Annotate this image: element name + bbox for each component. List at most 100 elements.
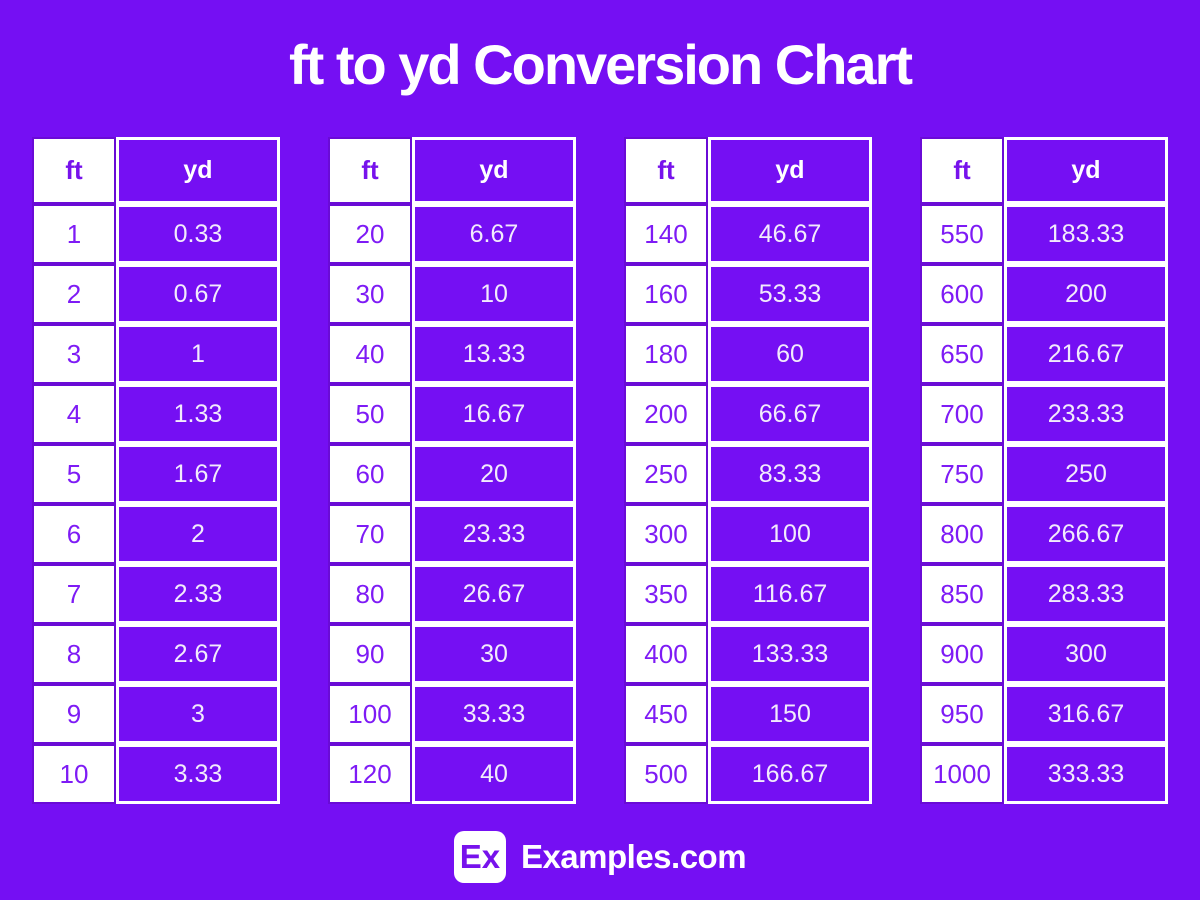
ft-value-cell: 300 — [624, 504, 708, 564]
yd-value-cell: 1.67 — [116, 444, 280, 504]
tables-row: ft 1 2 3 4 5 6 7 8 9 10 yd 0.33 0.67 1 1.33 1.67 2 2.33 2.6… — [32, 137, 1168, 804]
ft-value-cell: 700 — [920, 384, 1004, 444]
yd-header-cell: yd — [708, 137, 872, 204]
yd-value-cell: 20 — [412, 444, 576, 504]
ft-value-cell: 2 — [32, 264, 116, 324]
yd-value-cell: 3.33 — [116, 744, 280, 804]
yd-value-cell: 3 — [116, 684, 280, 744]
ft-value-cell: 50 — [328, 384, 412, 444]
yd-value-cell: 2.33 — [116, 564, 280, 624]
ft-header-cell: ft — [32, 137, 116, 204]
ft-value-cell: 30 — [328, 264, 412, 324]
conversion-table-3: ft 140 160 180 200 250 300 350 400 450 500 yd 46.67 5… — [624, 137, 872, 804]
yd-value-cell: 266.67 — [1004, 504, 1168, 564]
yd-value-cell: 60 — [708, 324, 872, 384]
ft-value-cell: 3 — [32, 324, 116, 384]
yd-header-cell: yd — [116, 137, 280, 204]
yd-value-cell: 233.33 — [1004, 384, 1168, 444]
ft-column: ft 20 30 40 50 60 70 80 90 100 120 — [328, 137, 412, 804]
ft-value-cell: 180 — [624, 324, 708, 384]
ft-value-cell: 600 — [920, 264, 1004, 324]
yd-value-cell: 183.33 — [1004, 204, 1168, 264]
yd-value-cell: 1 — [116, 324, 280, 384]
yd-value-cell: 33.33 — [412, 684, 576, 744]
ft-header-cell: ft — [920, 137, 1004, 204]
ft-value-cell: 650 — [920, 324, 1004, 384]
yd-value-cell: 316.67 — [1004, 684, 1168, 744]
yd-value-cell: 2 — [116, 504, 280, 564]
yd-value-cell: 83.33 — [708, 444, 872, 504]
yd-value-cell: 0.33 — [116, 204, 280, 264]
ft-value-cell: 40 — [328, 324, 412, 384]
yd-column: yd 183.33 200 216.67 233.33 250 266.67 283.33 30… — [1004, 137, 1168, 804]
yd-value-cell: 166.67 — [708, 744, 872, 804]
ft-value-cell: 4 — [32, 384, 116, 444]
yd-value-cell: 250 — [1004, 444, 1168, 504]
ft-value-cell: 1 — [32, 204, 116, 264]
yd-value-cell: 23.33 — [412, 504, 576, 564]
yd-value-cell: 6.67 — [412, 204, 576, 264]
yd-value-cell: 26.67 — [412, 564, 576, 624]
yd-value-cell: 40 — [412, 744, 576, 804]
ft-value-cell: 20 — [328, 204, 412, 264]
ft-value-cell: 60 — [328, 444, 412, 504]
yd-header-cell: yd — [1004, 137, 1168, 204]
conversion-table-2: ft 20 30 40 50 60 70 80 90 100 120 yd 6.67 10 13.33 16.… — [328, 137, 576, 804]
ft-value-cell: 70 — [328, 504, 412, 564]
ft-value-cell: 100 — [328, 684, 412, 744]
ft-value-cell: 1000 — [920, 744, 1004, 804]
ft-value-cell: 90 — [328, 624, 412, 684]
yd-value-cell: 0.67 — [116, 264, 280, 324]
ft-value-cell: 550 — [920, 204, 1004, 264]
ft-value-cell: 350 — [624, 564, 708, 624]
ft-value-cell: 120 — [328, 744, 412, 804]
yd-value-cell: 133.33 — [708, 624, 872, 684]
ft-value-cell: 850 — [920, 564, 1004, 624]
ft-value-cell: 140 — [624, 204, 708, 264]
footer-brand: Ex Examples.com — [453, 831, 747, 883]
yd-value-cell: 13.33 — [412, 324, 576, 384]
yd-value-cell: 46.67 — [708, 204, 872, 264]
yd-value-cell: 1.33 — [116, 384, 280, 444]
yd-value-cell: 10 — [412, 264, 576, 324]
ft-value-cell: 200 — [624, 384, 708, 444]
yd-value-cell: 216.67 — [1004, 324, 1168, 384]
ft-value-cell: 750 — [920, 444, 1004, 504]
conversion-table-4: ft 550 600 650 700 750 800 850 900 950 1000 yd 183.3… — [920, 137, 1168, 804]
yd-column: yd 46.67 53.33 60 66.67 83.33 100 116.67 133.33 1… — [708, 137, 872, 804]
ft-column: ft 1 2 3 4 5 6 7 8 9 10 — [32, 137, 116, 804]
ft-header-cell: ft — [328, 137, 412, 204]
yd-value-cell: 283.33 — [1004, 564, 1168, 624]
logo-text: Ex — [459, 838, 501, 875]
yd-value-cell: 100 — [708, 504, 872, 564]
ft-column: ft 140 160 180 200 250 300 350 400 450 500 — [624, 137, 708, 804]
conversion-table-1: ft 1 2 3 4 5 6 7 8 9 10 yd 0.33 0.67 1 1.33 1.67 2 2.33 2.6… — [32, 137, 280, 804]
examples-logo-icon: Ex — [453, 831, 506, 883]
yd-value-cell: 53.33 — [708, 264, 872, 324]
yd-value-cell: 66.67 — [708, 384, 872, 444]
ft-value-cell: 9 — [32, 684, 116, 744]
ft-value-cell: 900 — [920, 624, 1004, 684]
page-title: ft to yd Conversion Chart — [288, 33, 913, 96]
ft-value-cell: 8 — [32, 624, 116, 684]
ft-value-cell: 5 — [32, 444, 116, 504]
brand-name: Examples.com — [520, 838, 747, 875]
yd-value-cell: 16.67 — [412, 384, 576, 444]
ft-value-cell: 250 — [624, 444, 708, 504]
ft-value-cell: 7 — [32, 564, 116, 624]
ft-value-cell: 160 — [624, 264, 708, 324]
yd-value-cell: 116.67 — [708, 564, 872, 624]
ft-value-cell: 450 — [624, 684, 708, 744]
ft-value-cell: 80 — [328, 564, 412, 624]
yd-value-cell: 200 — [1004, 264, 1168, 324]
yd-value-cell: 333.33 — [1004, 744, 1168, 804]
ft-value-cell: 950 — [920, 684, 1004, 744]
ft-value-cell: 500 — [624, 744, 708, 804]
yd-column: yd 6.67 10 13.33 16.67 20 23.33 26.67 30 33.33 40 — [412, 137, 576, 804]
yd-value-cell: 300 — [1004, 624, 1168, 684]
yd-column: yd 0.33 0.67 1 1.33 1.67 2 2.33 2.67 3 3.33 — [116, 137, 280, 804]
ft-column: ft 550 600 650 700 750 800 850 900 950 1000 — [920, 137, 1004, 804]
yd-header-cell: yd — [412, 137, 576, 204]
ft-value-cell: 400 — [624, 624, 708, 684]
